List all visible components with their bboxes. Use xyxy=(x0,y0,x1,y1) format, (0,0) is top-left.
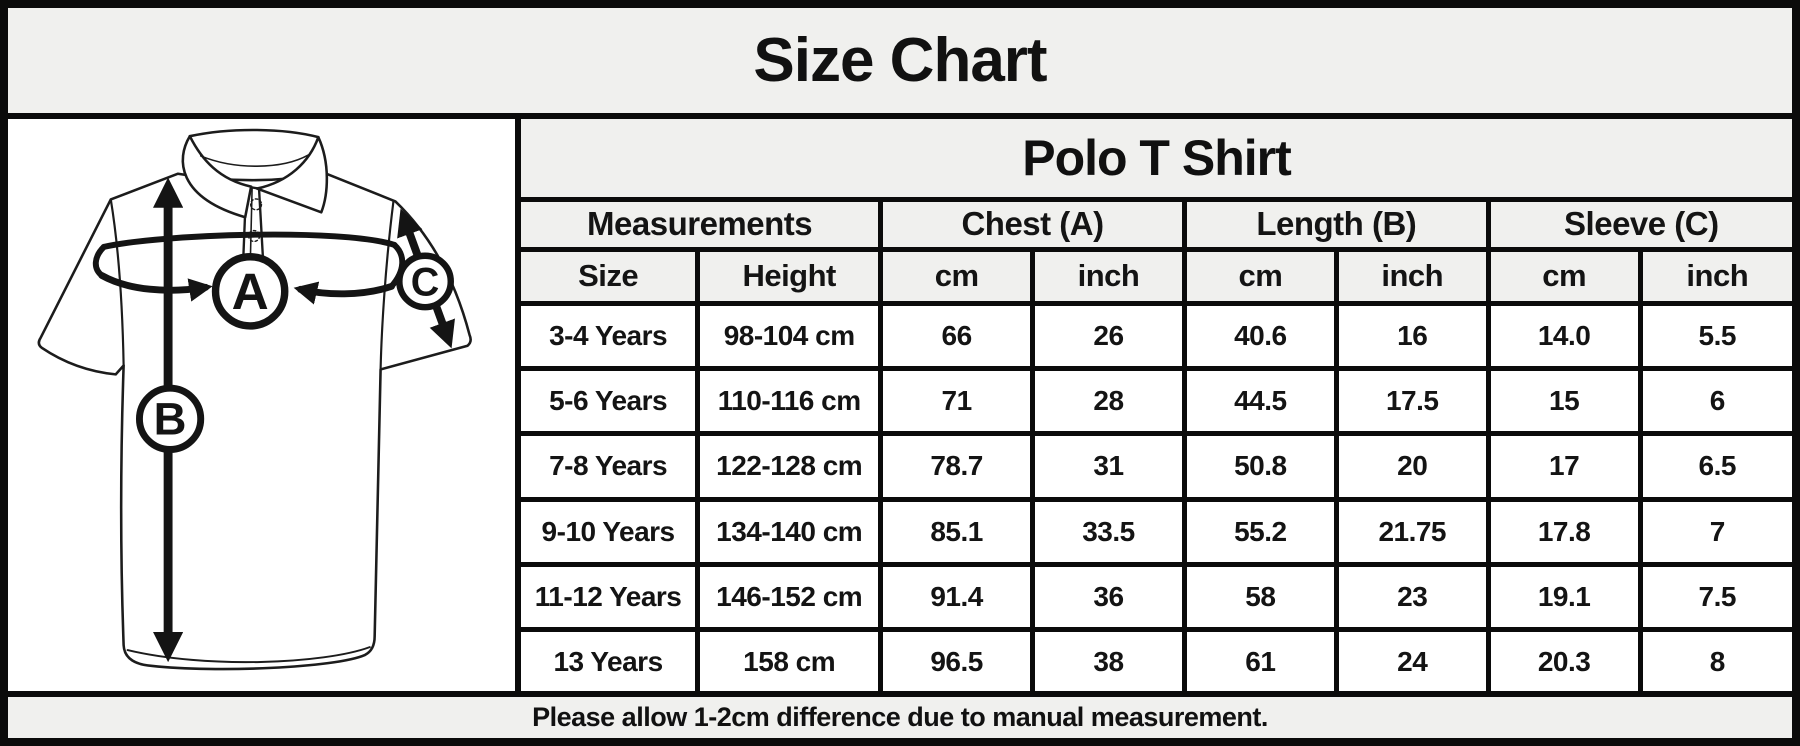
measure-labels: A B C xyxy=(135,252,454,453)
value-cell: 61 xyxy=(1181,627,1339,691)
value-cell: 17.5 xyxy=(1333,365,1491,437)
value-cell: 7.5 xyxy=(1637,562,1792,633)
value-cell: 16 xyxy=(1333,300,1491,371)
col-group-sleeve: Sleeve (C) xyxy=(1485,196,1792,252)
svg-text:B: B xyxy=(154,394,187,445)
table-row: 11-12 Years 146-152 cm 91.4 36 58 23 19.1 7.5 xyxy=(521,562,1792,633)
value-cell: 38 xyxy=(1030,627,1187,691)
measurement-note: Please allow 1-2cm difference due to man… xyxy=(532,702,1268,732)
value-cell: 24 xyxy=(1333,627,1491,691)
value-cell: 17.8 xyxy=(1485,496,1643,568)
value-cell: 96.5 xyxy=(878,627,1036,691)
value-cell: 134-140 cm xyxy=(695,496,884,568)
value-cell: 5.5 xyxy=(1637,300,1792,371)
col-header-length-cm: cm xyxy=(1181,246,1339,306)
value-cell: 17 xyxy=(1485,431,1643,502)
title-bar: Size Chart xyxy=(8,8,1792,119)
table-row: 5-6 Years 110-116 cm 71 28 44.5 17.5 15 6 xyxy=(521,365,1792,437)
value-cell: 26 xyxy=(1030,300,1187,371)
size-table-body: 3-4 Years 98-104 cm 66 26 40.6 16 14.0 5.5 5-6 Y… xyxy=(521,300,1792,691)
col-header-sleeve-inch: inch xyxy=(1637,246,1792,306)
value-cell: 36 xyxy=(1030,562,1187,633)
page-title: Size Chart xyxy=(753,26,1047,95)
size-cell: 11-12 Years xyxy=(521,562,701,633)
product-title: Polo T Shirt xyxy=(521,119,1792,202)
value-cell: 7 xyxy=(1637,496,1792,568)
col-header-length-inch: inch xyxy=(1333,246,1491,306)
value-cell: 20 xyxy=(1333,431,1491,502)
size-cell: 9-10 Years xyxy=(521,496,701,568)
value-cell: 110-116 cm xyxy=(695,365,884,437)
col-group-chest: Chest (A) xyxy=(878,196,1187,252)
value-cell: 40.6 xyxy=(1181,300,1339,371)
value-cell: 158 cm xyxy=(695,627,884,691)
shirt-outline xyxy=(37,128,472,671)
col-header-chest-inch: inch xyxy=(1030,246,1187,306)
value-cell: 122-128 cm xyxy=(695,431,884,502)
footer-note-bar: Please allow 1-2cm difference due to man… xyxy=(8,691,1792,738)
col-header-height: Height xyxy=(695,246,884,306)
shirt-measurement-diagram: A B C xyxy=(8,119,521,691)
size-cell: 13 Years xyxy=(521,627,701,691)
size-cell: 5-6 Years xyxy=(521,365,701,437)
value-cell: 44.5 xyxy=(1181,365,1339,437)
collar xyxy=(181,128,329,219)
col-header-size: Size xyxy=(521,246,701,306)
size-cell: 7-8 Years xyxy=(521,431,701,502)
value-cell: 71 xyxy=(878,365,1036,437)
value-cell: 78.7 xyxy=(878,431,1036,502)
value-cell: 28 xyxy=(1030,365,1187,437)
svg-text:C: C xyxy=(411,260,440,304)
col-header-chest-cm: cm xyxy=(878,246,1036,306)
chest-measure-arrow xyxy=(92,231,406,305)
label-length-b: B xyxy=(135,384,205,453)
col-header-sleeve-cm: cm xyxy=(1485,246,1643,306)
table-row: 7-8 Years 122-128 cm 78.7 31 50.8 20 17 6.5 xyxy=(521,431,1792,502)
value-cell: 85.1 xyxy=(878,496,1036,568)
value-cell: 146-152 cm xyxy=(695,562,884,633)
value-cell: 33.5 xyxy=(1030,496,1187,568)
table-row: 9-10 Years 134-140 cm 85.1 33.5 55.2 21.75 17.… xyxy=(521,496,1792,568)
value-cell: 23 xyxy=(1333,562,1491,633)
col-group-measurements: Measurements xyxy=(521,196,884,252)
col-group-length: Length (B) xyxy=(1181,196,1491,252)
value-cell: 58 xyxy=(1181,562,1339,633)
table-row: 3-4 Years 98-104 cm 66 26 40.6 16 14.0 5.5 xyxy=(521,300,1792,371)
size-cell: 3-4 Years xyxy=(521,300,701,371)
value-cell: 6 xyxy=(1637,365,1792,437)
value-cell: 91.4 xyxy=(878,562,1036,633)
size-table-panel: Polo T Shirt Measurements Chest (A) Leng… xyxy=(521,119,1792,691)
polo-shirt-illustration: A B C xyxy=(37,128,472,671)
value-cell: 20.3 xyxy=(1485,627,1643,691)
value-cell: 19.1 xyxy=(1485,562,1643,633)
value-cell: 6.5 xyxy=(1637,431,1792,502)
value-cell: 55.2 xyxy=(1181,496,1339,568)
size-table: Polo T Shirt Measurements Chest (A) Leng… xyxy=(521,119,1792,691)
value-cell: 50.8 xyxy=(1181,431,1339,502)
value-cell: 66 xyxy=(878,300,1036,371)
value-cell: 15 xyxy=(1485,365,1643,437)
value-cell: 21.75 xyxy=(1333,496,1491,568)
value-cell: 98-104 cm xyxy=(695,300,884,371)
content-area: A B C xyxy=(8,119,1792,691)
label-chest-a: A xyxy=(211,253,289,330)
value-cell: 14.0 xyxy=(1485,300,1643,371)
label-sleeve-c: C xyxy=(396,252,454,311)
svg-text:A: A xyxy=(232,262,269,320)
value-cell: 8 xyxy=(1637,627,1792,691)
table-row: 13 Years 158 cm 96.5 38 61 24 20.3 8 xyxy=(521,627,1792,691)
value-cell: 31 xyxy=(1030,431,1187,502)
